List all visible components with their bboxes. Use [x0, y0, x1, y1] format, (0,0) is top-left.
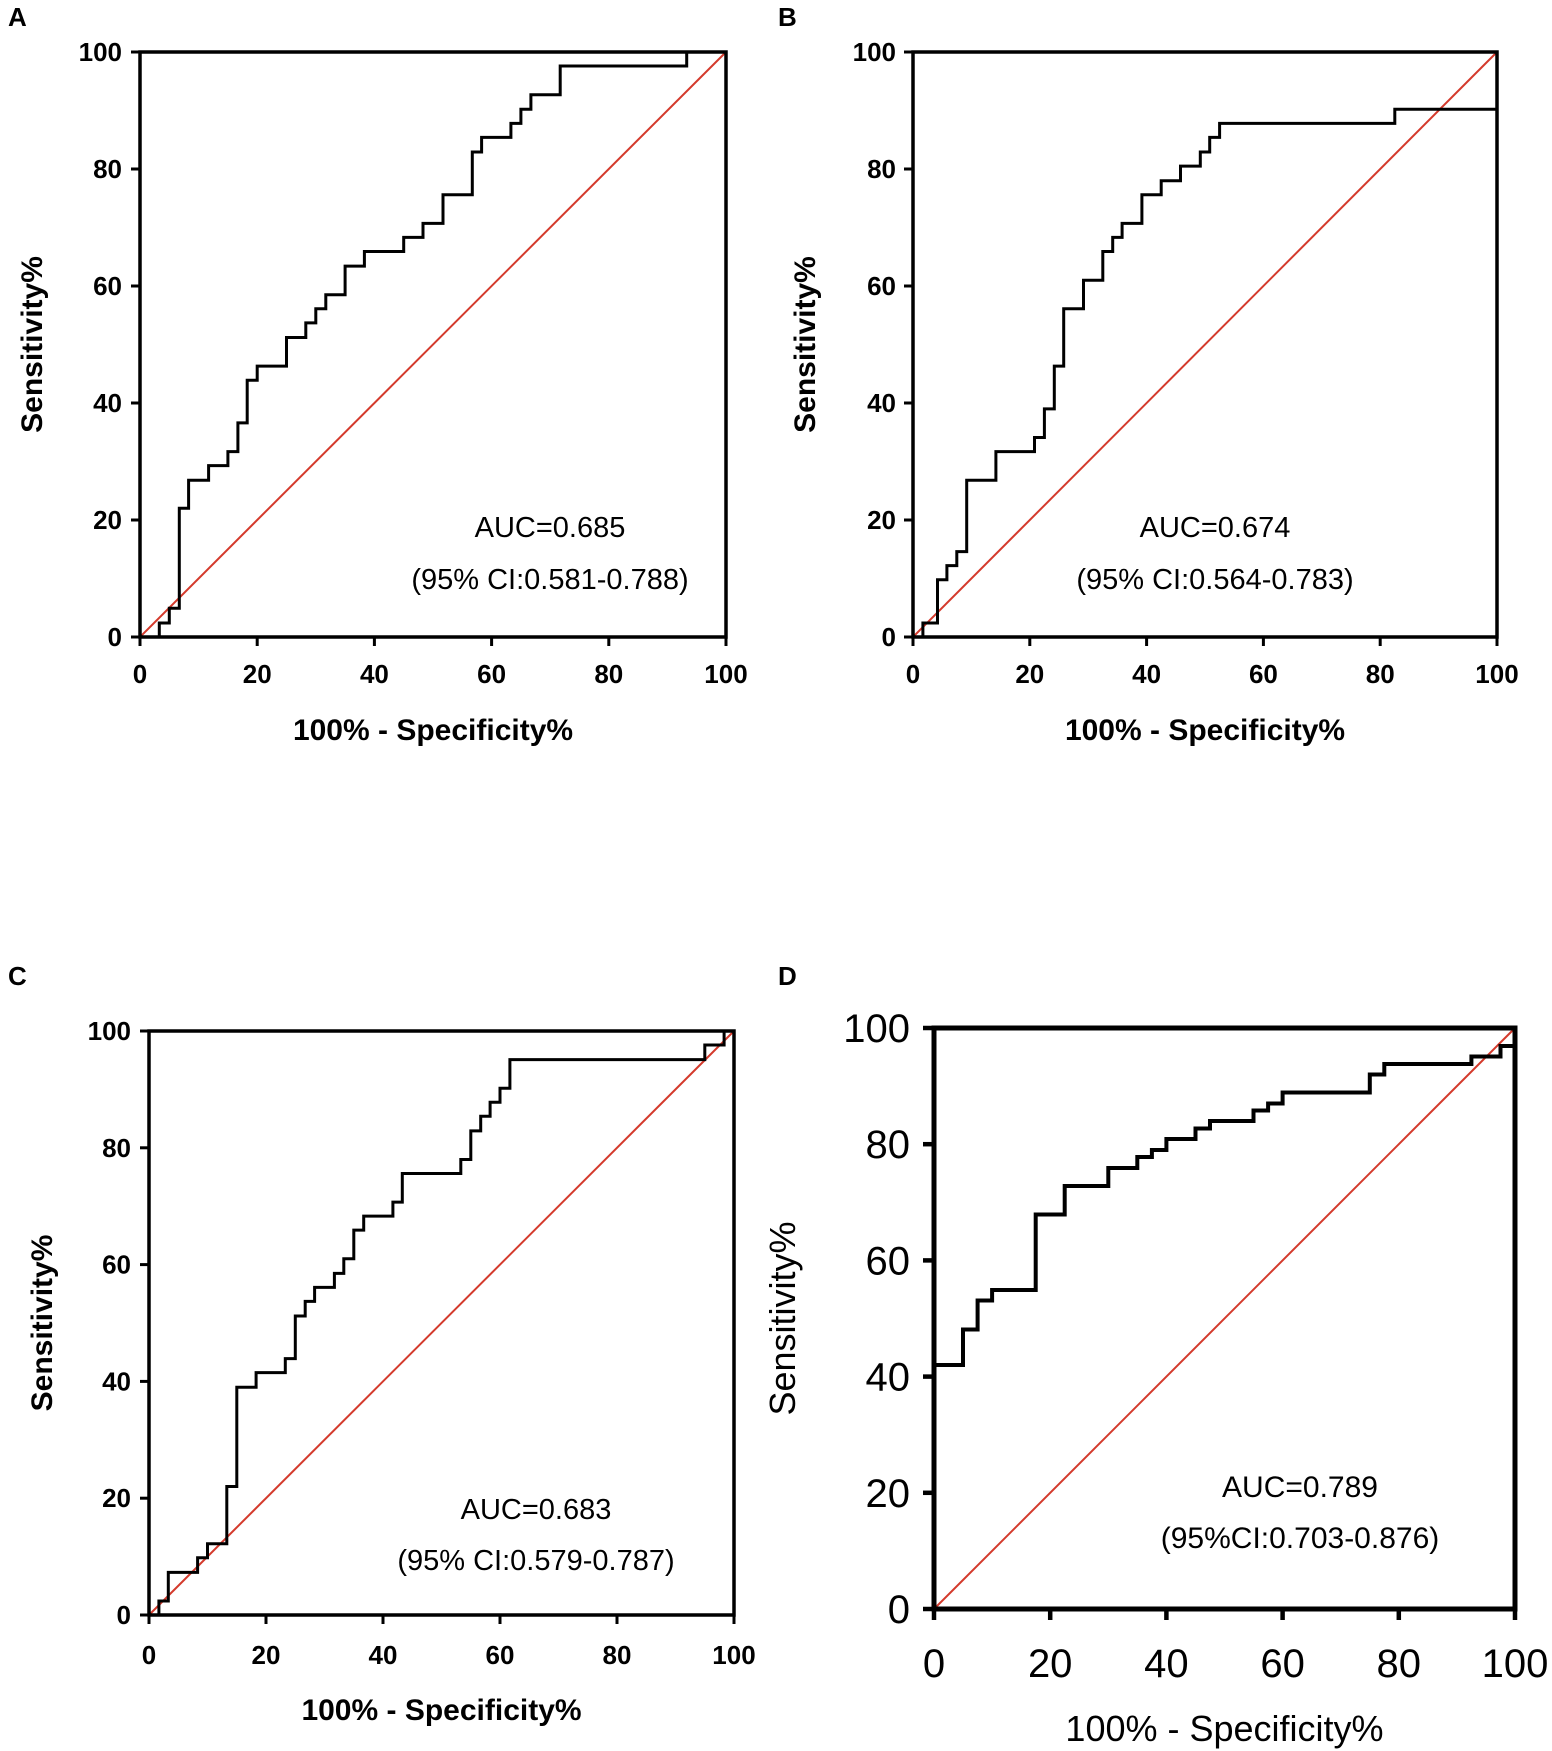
plot-frame	[911, 50, 1499, 639]
panel-letter: B	[778, 2, 797, 32]
reference-line	[139, 51, 727, 638]
ci-annotation: (95% CI:0.564-0.783)	[1076, 564, 1353, 596]
y-tick-label: 40	[866, 1356, 911, 1400]
y-tick-label: 20	[867, 505, 896, 535]
plot-frame	[138, 50, 728, 639]
y-tick-label: 60	[93, 271, 122, 301]
reference-line	[933, 1027, 1516, 1610]
x-tick-label: 80	[603, 1640, 632, 1670]
y-axis-label: Sensitivity%	[789, 256, 822, 433]
x-tick-label: 100	[1482, 1642, 1549, 1686]
x-axis-label: 100% - Specificity%	[1065, 714, 1345, 747]
y-tick-label: 20	[102, 1483, 131, 1513]
x-tick-label: 100	[704, 659, 747, 689]
reference-line	[148, 1030, 735, 1616]
x-tick-label: 40	[1132, 659, 1161, 689]
y-tick-label: 40	[867, 388, 896, 418]
y-tick-label: 60	[102, 1250, 131, 1280]
x-tick-label: 60	[1249, 659, 1278, 689]
x-tick-label: 80	[1366, 659, 1395, 689]
x-tick-label: 20	[252, 1640, 281, 1670]
x-tick-label: 40	[369, 1640, 398, 1670]
ci-annotation: (95%CI:0.703-0.876)	[1161, 1522, 1440, 1555]
y-tick-label: 0	[882, 622, 896, 652]
y-tick-label: 40	[102, 1366, 131, 1396]
y-tick-label: 20	[866, 1472, 911, 1516]
panel-letter: A	[8, 2, 27, 32]
roc-curve	[157, 50, 726, 637]
y-tick-label: 20	[93, 505, 122, 535]
chart-panel-a: A 00 20 20 40 40 60 60 80 80 100 100 100% - Specific…	[8, 2, 748, 747]
y-tick-label: 0	[108, 622, 122, 652]
x-tick-label: 60	[1260, 1642, 1305, 1686]
chart-panel-d: D 00 20 20 40 40 60 60 80 80 100 100 100% - Specific…	[762, 961, 1548, 1749]
x-axis-label: 100% - Specificity%	[301, 1694, 581, 1727]
x-tick-label: 20	[243, 659, 272, 689]
y-tick-label: 80	[867, 154, 896, 184]
x-axis-label: 100% - Specificity%	[293, 714, 573, 747]
x-tick-label: 0	[133, 659, 147, 689]
y-tick-label: 100	[853, 37, 896, 67]
y-tick-label: 0	[888, 1588, 910, 1632]
y-tick-label: 80	[866, 1123, 911, 1167]
y-tick-label: 40	[93, 388, 122, 418]
x-tick-label: 0	[142, 1640, 156, 1670]
x-tick-label: 100	[712, 1640, 755, 1670]
y-axis-label: Sensitivity%	[762, 1221, 803, 1415]
auc-annotation: AUC=0.674	[1140, 512, 1291, 544]
y-tick-label: 60	[866, 1239, 911, 1283]
y-axis-label: Sensitivity%	[26, 1235, 59, 1412]
roc-curve	[913, 52, 1499, 639]
y-tick-label: 0	[117, 1600, 131, 1630]
x-tick-label: 0	[923, 1642, 945, 1686]
auc-annotation: AUC=0.683	[461, 1494, 612, 1526]
plot-frame	[147, 1029, 736, 1617]
y-tick-label: 60	[867, 271, 896, 301]
plot-frame	[931, 1025, 1518, 1612]
x-tick-label: 40	[1144, 1642, 1189, 1686]
x-axis-label: 100% - Specificity%	[1065, 1708, 1383, 1749]
x-tick-label: 60	[486, 1640, 515, 1670]
chart-panel-c: C 00 20 20 40 40 60 60 80 80 100 100 100% - Specific…	[8, 961, 756, 1727]
x-tick-label: 100	[1475, 659, 1518, 689]
x-tick-label: 80	[594, 659, 623, 689]
panel-letter: C	[8, 961, 27, 991]
roc-curve	[934, 1028, 1517, 1367]
auc-annotation: AUC=0.789	[1222, 1471, 1378, 1504]
ci-annotation: (95% CI:0.579-0.787)	[397, 1545, 674, 1577]
y-tick-label: 80	[102, 1133, 131, 1163]
y-tick-label: 100	[79, 37, 122, 67]
roc-curve	[149, 1029, 734, 1617]
x-tick-label: 80	[1377, 1642, 1422, 1686]
x-tick-label: 40	[360, 659, 389, 689]
reference-line	[912, 51, 1498, 638]
x-tick-label: 20	[1015, 659, 1044, 689]
x-tick-label: 60	[477, 659, 506, 689]
y-tick-label: 100	[88, 1016, 131, 1046]
y-tick-label: 80	[93, 154, 122, 184]
ci-annotation: (95% CI:0.581-0.788)	[411, 564, 688, 596]
y-tick-label: 100	[843, 1007, 910, 1051]
panel-letter: D	[778, 961, 797, 991]
y-axis-label: Sensitivity%	[16, 256, 49, 433]
chart-panel-b: B 00 20 20 40 40 60 60 80 80 100 100 100% - Specific…	[778, 2, 1519, 747]
x-tick-label: 0	[906, 659, 920, 689]
auc-annotation: AUC=0.685	[475, 512, 626, 544]
x-tick-label: 20	[1028, 1642, 1073, 1686]
